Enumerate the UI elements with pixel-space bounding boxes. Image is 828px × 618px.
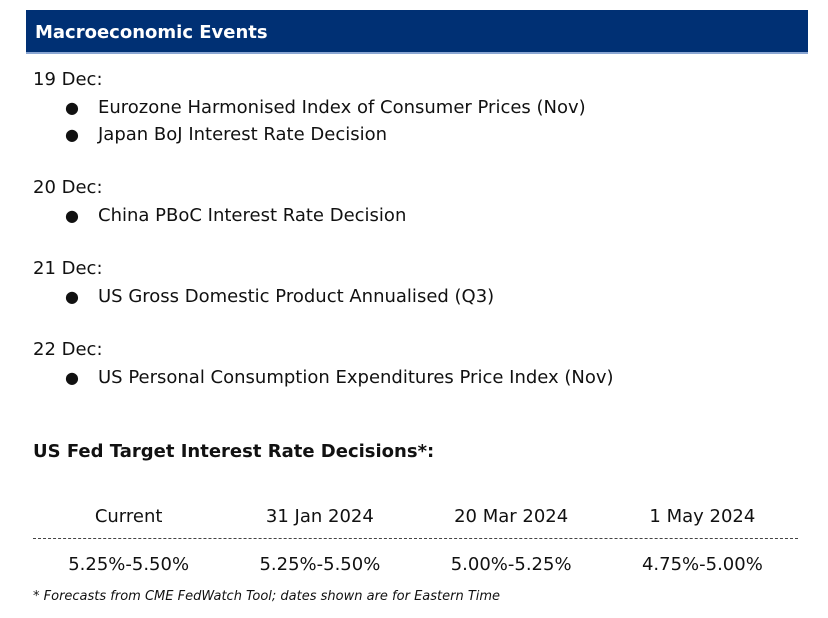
rate-value: 5.00%-5.25% — [450, 554, 572, 575]
event-item: ● US Gross Domestic Product Annualised (… — [33, 283, 793, 310]
bullet-icon: ● — [65, 368, 79, 387]
event-item: ● US Personal Consumption Expenditures P… — [33, 364, 793, 391]
day-label: 21 Dec: — [33, 258, 103, 279]
day-block-20-dec: 20 Dec: ● China PBoC Interest Rate Decis… — [33, 174, 793, 229]
footnote: * Forecasts from CME FedWatch Tool; date… — [33, 589, 501, 604]
event-text: Japan BoJ Interest Rate Decision — [98, 124, 388, 145]
rate-value: 5.25%-5.50% — [259, 554, 381, 575]
event-text: US Gross Domestic Product Annualised (Q3… — [98, 286, 495, 307]
day-label: 22 Dec: — [33, 339, 103, 360]
event-item: ● Japan BoJ Interest Rate Decision — [33, 121, 793, 148]
day-label: 20 Dec: — [33, 177, 103, 198]
event-text: US Personal Consumption Expenditures Pri… — [98, 367, 614, 388]
bullet-icon: ● — [65, 98, 79, 117]
events-list: 19 Dec: ● Eurozone Harmonised Index of C… — [33, 66, 793, 417]
bullet-icon: ● — [65, 287, 79, 306]
event-text: Eurozone Harmonised Index of Consumer Pr… — [98, 97, 586, 118]
day-block-21-dec: 21 Dec: ● US Gross Domestic Product Annu… — [33, 255, 793, 310]
day-block-19-dec: 19 Dec: ● Eurozone Harmonised Index of C… — [33, 66, 793, 148]
bullet-icon: ● — [65, 206, 79, 225]
section-header-bar: Macroeconomic Events — [26, 10, 808, 54]
fed-rate-table: Current 31 Jan 2024 20 Mar 2024 1 May 20… — [33, 503, 798, 579]
table-row: 5.25%-5.50% 5.25%-5.50% 5.00%-5.25% 4.75… — [33, 551, 798, 579]
event-item: ● China PBoC Interest Rate Decision — [33, 202, 793, 229]
section-title: Macroeconomic Events — [35, 22, 268, 43]
column-header: 31 Jan 2024 — [265, 506, 374, 527]
column-header: Current — [94, 506, 163, 527]
column-header: 1 May 2024 — [649, 506, 756, 527]
bullet-icon: ● — [65, 125, 79, 144]
table-header-row: Current 31 Jan 2024 20 Mar 2024 1 May 20… — [33, 503, 798, 531]
column-header: 20 Mar 2024 — [454, 506, 569, 527]
rate-value: 4.75%-5.00% — [641, 554, 763, 575]
fed-rate-title: US Fed Target Interest Rate Decisions*: — [33, 441, 435, 462]
day-label: 19 Dec: — [33, 69, 103, 90]
day-block-22-dec: 22 Dec: ● US Personal Consumption Expend… — [33, 336, 793, 391]
rate-value: 5.25%-5.50% — [68, 554, 190, 575]
dashed-divider — [33, 538, 798, 539]
event-item: ● Eurozone Harmonised Index of Consumer … — [33, 94, 793, 121]
event-text: China PBoC Interest Rate Decision — [98, 205, 407, 226]
